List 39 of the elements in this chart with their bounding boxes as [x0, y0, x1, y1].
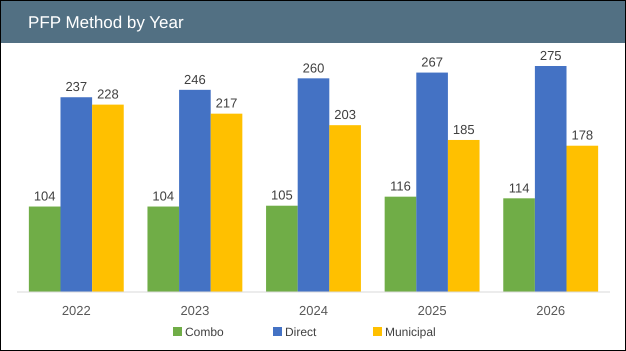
- bar: [266, 206, 298, 292]
- x-tick-label: 2025: [418, 303, 447, 318]
- data-label: 228: [97, 86, 119, 102]
- data-label: 203: [334, 107, 356, 122]
- data-label: 114: [508, 180, 530, 196]
- x-tick-label: 2026: [536, 303, 566, 318]
- data-label: 178: [571, 128, 594, 143]
- bar: [147, 206, 180, 292]
- bar: [92, 104, 124, 292]
- bar: [448, 140, 480, 292]
- x-tick-label: 2024: [299, 303, 328, 318]
- bar: [416, 72, 448, 292]
- bar: [503, 198, 535, 292]
- data-label: 185: [452, 122, 475, 137]
- legend-label: Direct: [285, 325, 317, 339]
- chart-title: PFP Method by Year: [28, 13, 184, 32]
- data-label: 260: [302, 60, 324, 76]
- bar: [329, 125, 361, 292]
- bar: [566, 146, 598, 292]
- data-label: 267: [421, 54, 443, 70]
- legend-label: Municipal: [385, 325, 436, 339]
- data-label: 104: [34, 188, 56, 204]
- data-label: 237: [65, 79, 88, 94]
- data-label: 104: [152, 188, 174, 204]
- bar: [179, 90, 211, 292]
- x-tick-label: 2023: [180, 303, 210, 318]
- bar: [210, 114, 242, 292]
- data-label: 217: [216, 96, 238, 111]
- data-label: 105: [271, 188, 293, 203]
- bar: [384, 196, 416, 292]
- bar: [298, 78, 330, 292]
- bar: [60, 97, 92, 292]
- data-label: 246: [184, 72, 206, 87]
- bar: [28, 206, 60, 292]
- bar: [534, 66, 567, 292]
- data-label: 275: [540, 48, 562, 63]
- legend-label: Combo: [185, 325, 224, 339]
- data-label: 116: [390, 178, 411, 194]
- x-tick-label: 2022: [62, 303, 91, 318]
